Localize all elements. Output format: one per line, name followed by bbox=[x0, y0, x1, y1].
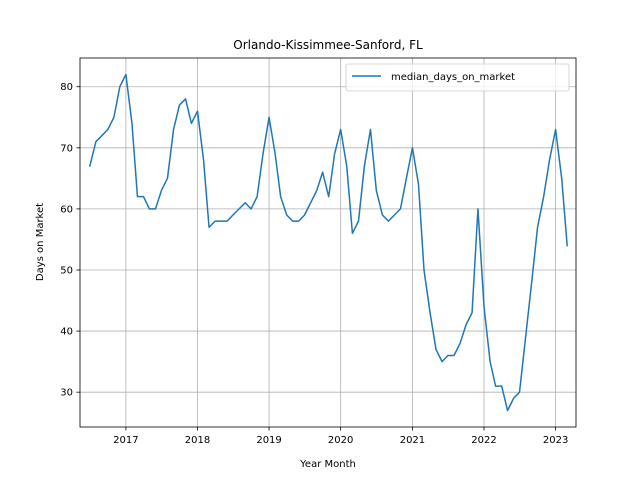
x-axis-title: Year Month bbox=[299, 459, 356, 470]
x-tick-label: 2023 bbox=[543, 435, 568, 446]
y-axis-title: Days on Market bbox=[35, 203, 46, 281]
y-tick-label: 80 bbox=[60, 82, 73, 93]
y-tick-label: 40 bbox=[60, 327, 73, 338]
legend-box bbox=[345, 63, 570, 92]
series-line bbox=[88, 73, 568, 412]
chart-title: Orlando-Kissimmee-Sanford, FL bbox=[233, 38, 423, 52]
x-tick-label: 2019 bbox=[256, 435, 281, 446]
y-tick-label: 50 bbox=[60, 265, 73, 276]
x-tick-label: 2020 bbox=[328, 435, 353, 446]
legend-label: median_days_on_market bbox=[391, 72, 515, 83]
x-axis: 2017 2018 2019 2020 2021 2022 2023 bbox=[113, 427, 568, 446]
x-tick-label: 2018 bbox=[185, 435, 210, 446]
x-tick-label: 2022 bbox=[471, 435, 496, 446]
y-tick-label: 70 bbox=[60, 143, 73, 154]
y-axis: 30 40 50 60 70 80 bbox=[60, 82, 80, 399]
x-tick-label: 2017 bbox=[113, 435, 138, 446]
plot-frame bbox=[79, 57, 577, 428]
series-layer bbox=[88, 73, 568, 412]
legend: median_days_on_market bbox=[345, 63, 570, 92]
y-tick-label: 60 bbox=[60, 204, 73, 215]
y-tick-label: 30 bbox=[60, 388, 73, 399]
x-tick-label: 2021 bbox=[400, 435, 425, 446]
